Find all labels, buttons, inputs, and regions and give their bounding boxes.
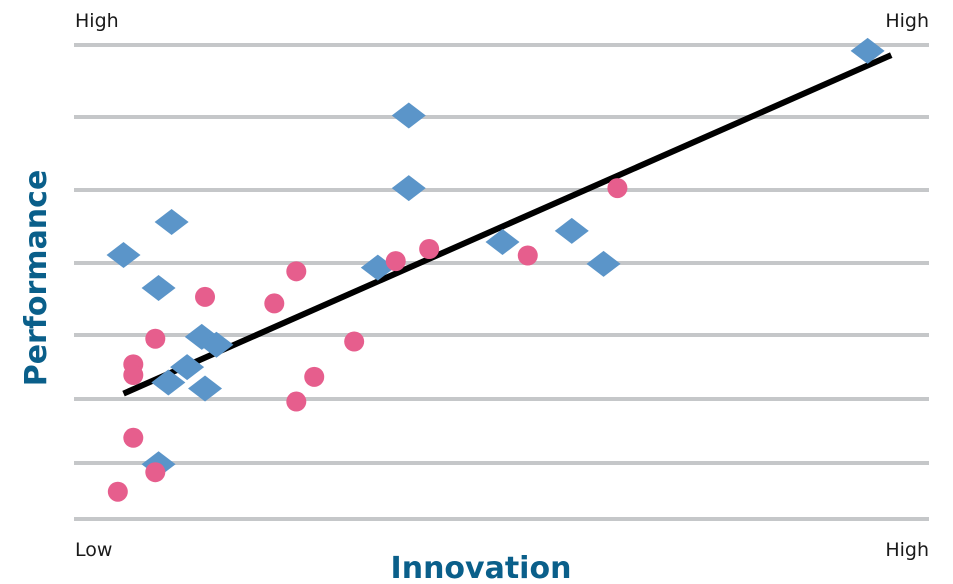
diamond-point-6 xyxy=(170,354,205,381)
gridlines xyxy=(74,43,929,521)
circle-point-14 xyxy=(419,238,440,259)
diamond-point-13 xyxy=(485,229,520,256)
diamond-point-5 xyxy=(199,331,234,358)
circle-point-8 xyxy=(264,293,285,314)
x-axis-low-label: Low xyxy=(75,539,112,561)
diamond-point-2 xyxy=(141,275,176,302)
x-axis-high-label: High xyxy=(885,539,929,561)
diamond-point-7 xyxy=(151,369,186,396)
diamond-point-8 xyxy=(188,375,223,402)
diamond-point-14 xyxy=(554,217,589,244)
trendline-layer xyxy=(122,52,893,397)
y-axis-title: Performance xyxy=(19,170,54,387)
circle-point-10 xyxy=(286,391,307,412)
circle-point-9 xyxy=(286,261,307,282)
y-axis-high-label-right: High xyxy=(885,10,929,32)
data-points xyxy=(106,37,885,502)
circle-point-16 xyxy=(607,178,628,199)
circle-point-5 xyxy=(145,328,166,349)
circle-point-1 xyxy=(107,481,128,502)
circle-point-12 xyxy=(344,331,365,352)
diamond-point-15 xyxy=(586,250,621,277)
circle-point-11 xyxy=(304,366,325,387)
circle-point-2 xyxy=(123,427,144,448)
circle-point-4 xyxy=(123,365,144,386)
x-axis-title: Innovation xyxy=(391,551,572,584)
circle-point-7 xyxy=(195,286,216,307)
y-axis-high-label: High xyxy=(75,10,119,32)
diamond-point-1 xyxy=(106,242,141,269)
diamond-point-11 xyxy=(391,175,426,202)
diamond-point-10 xyxy=(391,102,426,129)
circle-point-6 xyxy=(145,462,166,483)
circle-point-15 xyxy=(517,245,538,266)
diamond-point-16 xyxy=(850,37,885,64)
diamond-point-3 xyxy=(154,209,189,236)
circle-point-13 xyxy=(385,251,406,272)
trendline xyxy=(122,52,893,397)
